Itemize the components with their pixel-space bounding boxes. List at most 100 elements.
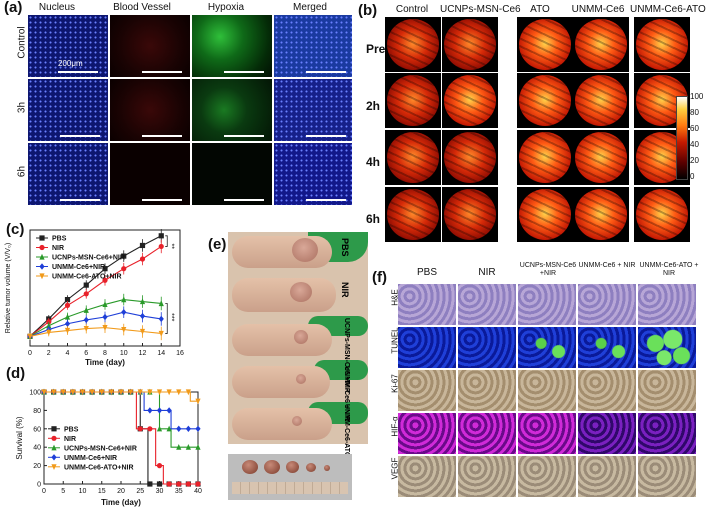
scale-bar — [58, 71, 98, 73]
histology-tile — [638, 370, 696, 411]
data-point — [102, 325, 108, 331]
scale-label: 200μm — [58, 59, 83, 68]
col-header-blood-vessel: Blood Vessel — [113, 2, 171, 13]
x-tick-label: 10 — [79, 488, 87, 495]
mouse-unmm-ce6 — [232, 366, 330, 398]
data-point — [147, 481, 153, 487]
data-point — [64, 327, 71, 334]
legend-label: UCNPs-MSN-Ce6+NIR — [64, 445, 137, 452]
x-axis-label: Time (day) — [101, 498, 141, 507]
panel-e-label: (e) — [208, 236, 227, 253]
legend-marker — [51, 454, 57, 461]
histology-tile — [458, 370, 516, 411]
pa-image-tile — [442, 17, 498, 72]
data-point — [176, 481, 182, 487]
series-line — [29, 299, 162, 337]
data-point — [46, 329, 52, 336]
col-header-nucleus: Nucleus — [38, 2, 76, 13]
x-tick-label: 4 — [66, 350, 70, 357]
legend-marker — [39, 253, 45, 260]
data-point — [70, 389, 76, 396]
x-tick-label: 40 — [194, 488, 202, 495]
data-point — [166, 481, 172, 487]
data-point — [156, 463, 163, 469]
data-point — [102, 301, 108, 308]
micrograph-vessel-3h — [110, 79, 190, 141]
pa-col-ucnps: UCNPs-MSN-Ce6 — [440, 4, 521, 15]
histology-tile — [458, 413, 516, 454]
micrograph-merged-control — [274, 15, 352, 77]
x-tick-label: 35 — [175, 488, 183, 495]
data-point — [185, 444, 191, 450]
histology-tile — [458, 456, 516, 497]
data-point — [89, 389, 95, 396]
pa-image-tile — [442, 73, 498, 128]
histology-tile — [518, 327, 576, 368]
histology-tile — [398, 456, 456, 497]
survival-chart: 0 5 10 15 20 25 30 35 40 0 20 40 60 80 100 Time (day) Su… — [15, 388, 202, 507]
data-point — [156, 407, 163, 414]
pa-image-tile — [573, 73, 629, 128]
data-point — [102, 266, 108, 272]
pa-image-tile — [442, 187, 498, 242]
mice-photo — [228, 232, 368, 444]
pa-image-tile — [517, 187, 573, 242]
pa-colorbar — [676, 96, 688, 180]
y-axis-label: Relative tumor volume (V/V₀) — [5, 243, 12, 333]
micrograph-nucleus-control: 200μm — [28, 15, 108, 77]
series-line — [29, 235, 162, 337]
data-point — [158, 233, 164, 239]
data-point — [64, 302, 71, 308]
data-point — [137, 426, 143, 432]
histology-tile — [578, 456, 636, 497]
significance-bracket — [165, 235, 168, 247]
colorbar-tick: 40 — [690, 140, 699, 149]
legend-marker — [39, 263, 45, 270]
data-point — [121, 326, 127, 333]
colorbar-tick: 60 — [690, 124, 699, 133]
panel-d-label: (d) — [6, 365, 26, 382]
data-point — [128, 389, 134, 396]
pa-image-tile — [634, 187, 690, 242]
pa-image-tile — [573, 187, 629, 242]
x-tick-label: 16 — [176, 350, 184, 357]
row-label-6h: 6h — [16, 165, 28, 178]
data-point — [147, 426, 153, 432]
y-tick-label: 80 — [33, 408, 41, 415]
legend-label: PBS — [52, 236, 67, 243]
data-point — [64, 313, 71, 320]
data-point — [185, 425, 191, 432]
pa-col-unmm-ce6-ato: UNMM-Ce6-ATO — [630, 4, 706, 15]
histo-col-unmm-ce6: UNMM-Ce6 + NIR — [578, 262, 636, 269]
histology-tile — [638, 413, 696, 454]
data-point — [27, 333, 33, 340]
legend-label: UNMM-Ce6+NIR — [64, 455, 117, 462]
pa-image-tile — [517, 17, 573, 72]
data-point — [108, 389, 114, 396]
panel-a-label: (a) — [4, 0, 23, 16]
x-tick-label: 14 — [157, 350, 165, 357]
series-line — [44, 391, 198, 402]
y-tick-label: 60 — [33, 426, 41, 433]
pa-image-tile — [573, 17, 629, 72]
mouse-label-pbs: PBS — [340, 238, 350, 257]
x-tick-label: 10 — [120, 350, 128, 357]
histology-tile — [638, 284, 696, 325]
data-point — [83, 316, 89, 324]
micrograph-hypoxia-6h — [192, 143, 272, 205]
micrograph-nucleus-3h — [28, 79, 108, 141]
pa-col-control: Control — [395, 4, 429, 15]
data-point — [121, 266, 127, 272]
histology-tile — [638, 456, 696, 497]
panel-f-label: (f) — [372, 269, 387, 286]
tumor-volume-chart: 0 2 4 6 8 10 12 14 16 Time (day) Relative tumor vo… — [5, 229, 184, 367]
mouse-nir — [232, 278, 336, 312]
legend-marker — [51, 435, 57, 441]
legend-marker — [39, 273, 45, 280]
legend-label: NIR — [52, 245, 64, 252]
micrograph-vessel-control — [110, 15, 190, 77]
series-line — [29, 245, 162, 337]
x-tick-label: 5 — [61, 488, 65, 495]
panel-c-label: (c) — [6, 221, 25, 238]
mouse-pbs — [232, 236, 332, 268]
